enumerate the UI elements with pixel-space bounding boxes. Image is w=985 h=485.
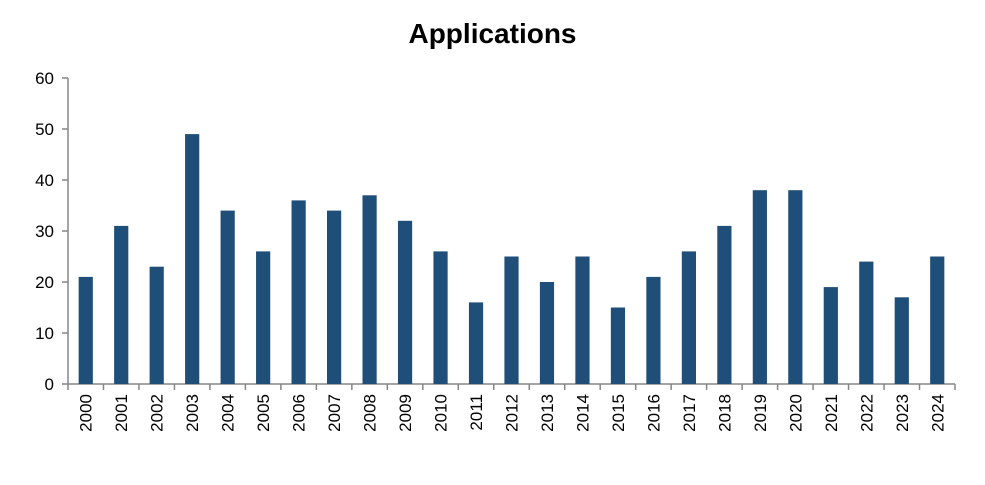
y-tick-label: 30 [35,222,54,241]
x-axis: 2000 2001 2002 2003 2004 2005 2006 2007 2008 2009… [67,383,956,432]
bar-2022 [859,261,874,384]
bar-2016 [646,276,661,384]
bar-2010 [433,251,448,384]
y-tick-label: 10 [35,324,54,343]
x-tick-label: 2003 [183,394,202,432]
bar-2002 [149,266,164,384]
x-tick-label: 2019 [751,394,770,432]
x-tick-label: 2001 [112,394,131,432]
bar-2012 [504,256,519,384]
bar-2008 [362,195,377,384]
x-tick-label: 2016 [644,394,663,432]
bar-2006 [291,200,306,384]
y-tick-label: 40 [35,171,54,190]
bar-2004 [220,210,235,384]
y-tick-label: 50 [35,120,54,139]
x-tick-label: 2022 [857,394,876,432]
x-tick-label: 2020 [786,394,805,432]
y-axis: 0 10 20 30 40 50 60 [35,69,69,394]
y-tick-label: 0 [45,375,54,394]
y-tick-label: 60 [35,69,54,88]
bar-2014 [575,256,590,384]
x-tick-label: 2024 [928,394,947,432]
bars [78,134,945,384]
bar-2013 [539,282,555,384]
x-tick-label: 2018 [715,394,734,432]
x-tick-label: 2008 [361,394,380,432]
x-tick-label: 2000 [77,394,96,432]
bar-2020 [788,190,803,384]
x-tick-label: 2010 [432,394,451,432]
x-tick-label: 2015 [609,394,628,432]
chart-title: Applications [408,18,577,49]
bar-2021 [823,287,838,384]
x-tick-label: 2017 [680,394,699,432]
x-tick-label: 2006 [290,394,309,432]
x-tick-label: 2023 [893,394,912,432]
y-tick-label: 20 [35,273,54,292]
bar-2023 [894,297,909,384]
x-tick-label: 2014 [573,394,592,432]
bar-2019 [752,190,767,384]
x-tick-label: 2012 [503,394,522,432]
bar-2007 [327,210,342,384]
x-tick-label: 2005 [254,394,273,432]
bar-2024 [930,256,945,384]
bar-2017 [681,251,696,384]
x-tick-label: 2009 [396,394,415,432]
bar-2015 [610,307,626,384]
bar-2011 [468,302,484,384]
x-tick-label: 2013 [538,394,557,432]
x-tick-label: 2011 [467,394,486,431]
bar-2005 [256,251,271,384]
x-tick-label: 2002 [148,394,167,432]
x-tick-label: 2021 [822,394,841,432]
bar-2000 [78,276,93,384]
x-tick-label: 2004 [219,394,238,432]
bar-2009 [397,220,413,384]
bar-2003 [185,134,200,384]
bar-2001 [114,225,129,384]
x-tick-label: 2007 [325,394,344,432]
bar-2018 [717,225,732,384]
